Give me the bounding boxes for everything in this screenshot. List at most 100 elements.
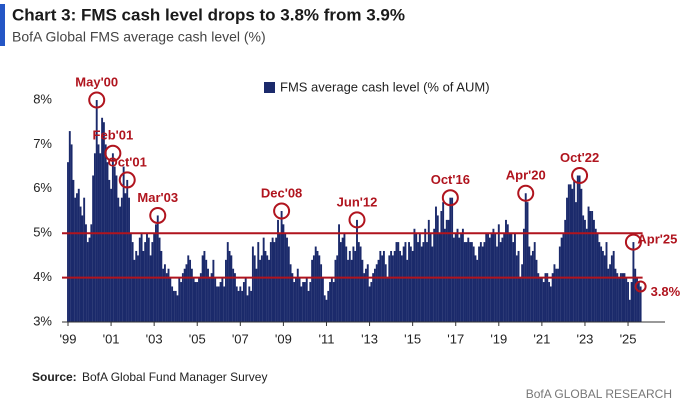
bar [266,255,269,322]
bar [630,282,633,322]
bar [303,282,306,322]
bar [248,286,251,322]
bar [585,228,588,322]
bar [72,179,75,322]
bar [259,259,262,322]
bar [298,277,301,322]
bar [381,255,384,322]
bar [625,277,628,322]
bar [587,206,590,322]
bar [354,250,357,322]
bar [99,153,102,322]
bar [501,237,504,322]
x-tick-label: '25 [620,331,637,346]
bar [244,277,247,322]
bar [119,206,122,322]
bar [325,299,328,322]
bar [584,219,586,322]
bar [444,228,446,322]
bar [192,277,195,322]
bar [237,290,240,322]
bar [435,206,437,322]
bar [406,259,409,322]
bar [472,246,475,322]
annotation-circle [634,280,647,293]
bar [108,179,111,322]
bar [230,255,233,322]
bar [603,255,606,322]
x-tick-label: '07 [232,331,249,346]
bar [350,259,353,322]
bar [627,282,629,322]
bar [289,264,292,322]
bar [411,250,414,322]
bar [336,255,339,322]
bar [442,202,445,322]
annotation-circle [624,233,642,251]
bar [616,273,619,322]
bar [111,153,114,322]
bar [101,117,104,322]
bar [571,188,574,322]
footer: BofA GLOBAL RESEARCH [526,387,672,401]
bar [138,237,141,322]
bar [196,282,199,322]
bar [207,268,209,322]
bar [488,237,491,322]
annotation-circle [571,166,589,184]
bar [469,242,472,322]
bar [605,242,608,322]
legend-swatch [264,82,275,93]
annotation-label: 3.8% [651,284,680,299]
bar [372,273,375,322]
bar [399,250,402,322]
bar [357,242,360,322]
bar [456,228,459,322]
x-tick-label: '17 [447,331,464,346]
bar [74,197,77,322]
bar [81,215,84,322]
annotation-label: Oct'01 [108,154,147,169]
bar [612,250,615,322]
bar [569,184,572,322]
bar [241,290,244,322]
annotation-label: Apr'20 [506,168,546,183]
bar [264,250,267,322]
bar [530,255,533,322]
bar [174,290,177,322]
bar [582,215,585,322]
bar [359,246,362,322]
bar [393,250,396,322]
bar [216,286,218,322]
annotation-circle [273,202,291,220]
bar [260,255,263,322]
x-tick-label: '03 [146,331,163,346]
bar [147,237,150,322]
bar [408,242,410,322]
bar [422,242,425,322]
bar [623,273,626,322]
bar [424,228,427,322]
bar [481,246,484,322]
bar [217,286,220,322]
bar [257,242,260,322]
bar [172,290,175,322]
bar [307,290,310,322]
bar [305,277,308,322]
bar [370,282,373,322]
bar [517,250,520,322]
bar [113,166,116,322]
bar [533,242,536,322]
bar [226,242,229,322]
bar [551,273,554,322]
bar [86,242,89,322]
bar [214,277,217,322]
annotation-label: Mar'03 [137,190,178,205]
bar [280,211,283,322]
bar [221,277,224,322]
bar [163,264,166,322]
bar [95,100,98,323]
bar [619,273,622,322]
y-tick-label: 5% [33,225,52,240]
bar [323,295,326,322]
